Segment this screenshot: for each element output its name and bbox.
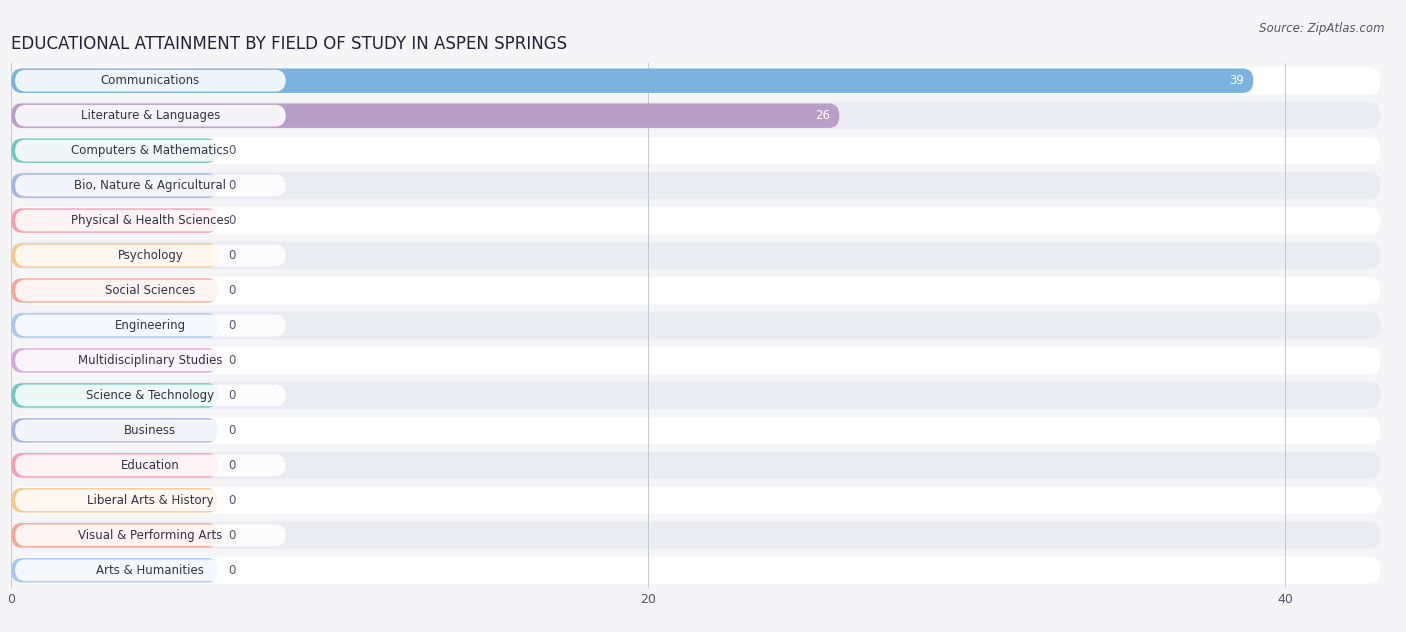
FancyBboxPatch shape [15,245,285,266]
FancyBboxPatch shape [15,280,285,301]
FancyBboxPatch shape [11,382,1381,409]
FancyBboxPatch shape [11,137,1381,164]
FancyBboxPatch shape [11,104,839,128]
Text: Liberal Arts & History: Liberal Arts & History [87,494,214,507]
FancyBboxPatch shape [15,105,285,126]
FancyBboxPatch shape [11,68,1253,93]
FancyBboxPatch shape [11,243,218,268]
FancyBboxPatch shape [11,383,218,408]
FancyBboxPatch shape [15,210,285,231]
FancyBboxPatch shape [15,525,285,546]
FancyBboxPatch shape [15,70,285,92]
Text: 39: 39 [1229,74,1244,87]
FancyBboxPatch shape [11,348,218,373]
FancyBboxPatch shape [15,140,285,161]
FancyBboxPatch shape [11,453,218,478]
Text: Communications: Communications [101,74,200,87]
Text: Business: Business [124,424,177,437]
FancyBboxPatch shape [11,347,1381,374]
FancyBboxPatch shape [11,209,218,233]
Text: 0: 0 [228,319,235,332]
Text: Bio, Nature & Agricultural: Bio, Nature & Agricultural [75,179,226,192]
FancyBboxPatch shape [11,523,218,547]
Text: Visual & Performing Arts: Visual & Performing Arts [79,529,222,542]
FancyBboxPatch shape [15,420,285,441]
FancyBboxPatch shape [11,173,218,198]
FancyBboxPatch shape [11,416,1381,444]
FancyBboxPatch shape [11,67,1381,94]
FancyBboxPatch shape [11,277,1381,304]
Text: 0: 0 [228,494,235,507]
Text: 0: 0 [228,564,235,577]
Text: 0: 0 [228,459,235,472]
Text: Literature & Languages: Literature & Languages [80,109,221,122]
Text: Science & Technology: Science & Technology [86,389,215,402]
FancyBboxPatch shape [15,454,285,476]
FancyBboxPatch shape [15,385,285,406]
FancyBboxPatch shape [11,452,1381,479]
FancyBboxPatch shape [11,278,218,303]
FancyBboxPatch shape [11,557,1381,584]
FancyBboxPatch shape [11,312,1381,339]
Text: 0: 0 [228,179,235,192]
Text: Physical & Health Sciences: Physical & Health Sciences [70,214,229,227]
Text: Engineering: Engineering [115,319,186,332]
FancyBboxPatch shape [11,172,1381,199]
Text: EDUCATIONAL ATTAINMENT BY FIELD OF STUDY IN ASPEN SPRINGS: EDUCATIONAL ATTAINMENT BY FIELD OF STUDY… [11,35,568,53]
FancyBboxPatch shape [11,242,1381,269]
Text: 26: 26 [814,109,830,122]
FancyBboxPatch shape [11,487,1381,514]
FancyBboxPatch shape [11,138,218,163]
Text: 0: 0 [228,214,235,227]
Text: Source: ZipAtlas.com: Source: ZipAtlas.com [1260,22,1385,35]
FancyBboxPatch shape [15,559,285,581]
FancyBboxPatch shape [15,175,285,197]
Text: Computers & Mathematics: Computers & Mathematics [72,144,229,157]
FancyBboxPatch shape [11,418,218,442]
FancyBboxPatch shape [15,490,285,511]
Text: 0: 0 [228,284,235,297]
Text: 0: 0 [228,389,235,402]
Text: Multidisciplinary Studies: Multidisciplinary Studies [79,354,222,367]
Text: Education: Education [121,459,180,472]
Text: Arts & Humanities: Arts & Humanities [97,564,204,577]
Text: 0: 0 [228,249,235,262]
Text: 0: 0 [228,424,235,437]
FancyBboxPatch shape [15,315,285,336]
FancyBboxPatch shape [11,102,1381,130]
Text: 0: 0 [228,529,235,542]
FancyBboxPatch shape [11,488,218,513]
Text: 0: 0 [228,354,235,367]
FancyBboxPatch shape [11,207,1381,234]
FancyBboxPatch shape [11,521,1381,549]
FancyBboxPatch shape [11,558,218,583]
Text: Psychology: Psychology [118,249,183,262]
FancyBboxPatch shape [15,349,285,371]
Text: Social Sciences: Social Sciences [105,284,195,297]
FancyBboxPatch shape [11,313,218,337]
Text: 0: 0 [228,144,235,157]
